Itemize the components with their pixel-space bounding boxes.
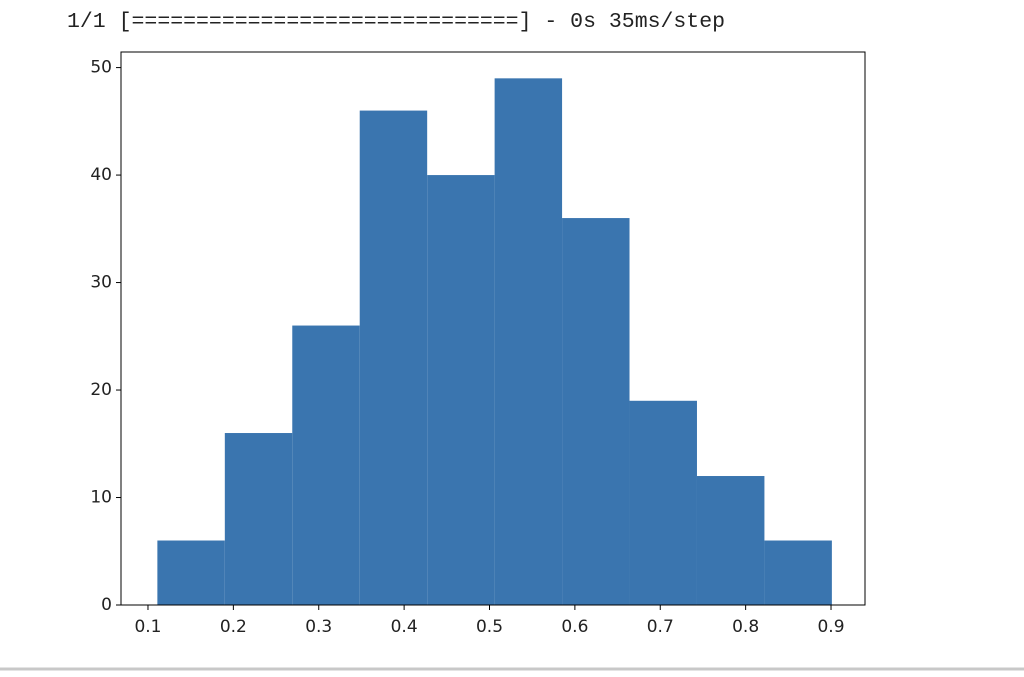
x-tick-label: 0.2	[220, 617, 247, 637]
plot-frame	[120, 51, 866, 606]
x-tick-label: 0.6	[561, 617, 588, 637]
x-tick-label: 0.5	[476, 617, 503, 637]
bar	[629, 400, 697, 605]
bar	[359, 110, 428, 605]
y-tick-label: 30	[90, 273, 112, 293]
bar	[224, 433, 293, 605]
console-output: 1/1 [==============================] - 0…	[67, 10, 726, 34]
x-tick-label: 0.3	[305, 617, 332, 637]
bar	[157, 540, 225, 605]
bar	[292, 325, 360, 605]
bar	[696, 476, 765, 605]
y-tick-label: 40	[90, 165, 112, 185]
x-tick-label: 0.1	[134, 617, 161, 637]
x-tick-label: 0.8	[732, 617, 759, 637]
x-tick-label: 0.7	[647, 617, 674, 637]
y-tick-label: 10	[90, 488, 112, 508]
x-tick-label: 0.9	[817, 617, 844, 637]
y-tick-label: 20	[90, 380, 112, 400]
y-tick-label: 0	[101, 595, 112, 615]
bar	[427, 175, 495, 605]
bar	[764, 540, 832, 605]
x-tick-label: 0.4	[391, 617, 418, 637]
bar	[562, 218, 630, 605]
y-tick-label: 50	[90, 58, 112, 78]
bar	[494, 78, 563, 606]
